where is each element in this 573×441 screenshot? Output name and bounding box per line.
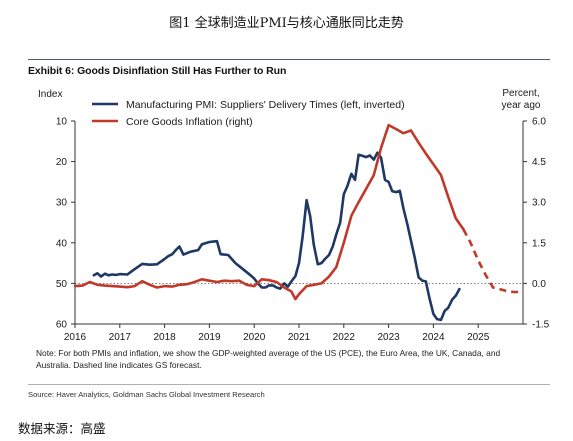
series-line-1 — [92, 151, 461, 322]
legend: Manufacturing PMI: Suppliers' Delivery T… — [92, 99, 405, 128]
x-tick-label: 2017 — [109, 332, 132, 343]
left-tick-label: 60 — [56, 320, 68, 331]
left-axis-title: Index — [38, 89, 62, 100]
right-tick-label: 0.0 — [532, 279, 546, 290]
right-tick-label: -1.5 — [532, 320, 550, 331]
left-tick-label: 50 — [56, 279, 68, 290]
data-source-cn: 数据来源：高盛 — [18, 421, 106, 436]
right-tick-label: 6.0 — [532, 117, 546, 128]
legend-label-1: Manufacturing PMI: Suppliers' Delivery T… — [126, 99, 405, 111]
right-tick-label: 1.5 — [532, 238, 546, 249]
left-axis-ticks: 10 20 30 40 50 60 — [56, 117, 75, 331]
left-tick-label: 20 — [56, 157, 68, 168]
x-tick-label: 2018 — [153, 332, 176, 343]
x-tick-label: 2019 — [198, 332, 221, 343]
figure-title: 图1 全球制造业PMI与核心通胀同比走势 — [169, 16, 404, 31]
left-tick-label: 30 — [56, 198, 68, 209]
x-tick-label: 2021 — [288, 332, 311, 343]
right-tick-label: 4.5 — [532, 157, 546, 168]
series-line-2 — [73, 123, 465, 301]
right-axis-title-line1: Percent, — [502, 88, 539, 99]
x-tick-label: 2020 — [243, 332, 266, 343]
right-tick-label: 3.0 — [532, 198, 546, 209]
right-axis-ticks: 6.0 4.5 3.0 1.5 0.0 -1.5 — [523, 117, 550, 331]
right-axis-title-line2: year ago — [502, 100, 541, 111]
exhibit-title: Exhibit 6: Goods Disinflation Still Has … — [28, 65, 287, 77]
source-line: Source: Haver Analytics, Goldman Sachs G… — [28, 390, 265, 399]
left-tick-label: 10 — [56, 117, 68, 128]
x-tick-label: 2024 — [422, 332, 445, 343]
x-tick-label: 2025 — [467, 332, 490, 343]
exhibit-top-rule — [28, 59, 550, 60]
series-forecast-2 — [462, 228, 524, 294]
x-tick-label: 2016 — [64, 332, 87, 343]
chart-note: Note: For both PMIs and inflation, we sh… — [36, 348, 501, 370]
x-tick-label: 2023 — [377, 332, 400, 343]
left-tick-label: 40 — [56, 238, 68, 249]
x-axis-ticks: 2016 2017 2018 2019 2020 2021 2022 2023 2024 2025 — [64, 324, 490, 343]
series-layer — [73, 123, 524, 322]
source-rule — [28, 384, 550, 385]
legend-label-2: Core Goods Inflation (right) — [126, 116, 253, 128]
x-tick-label: 2022 — [333, 332, 356, 343]
